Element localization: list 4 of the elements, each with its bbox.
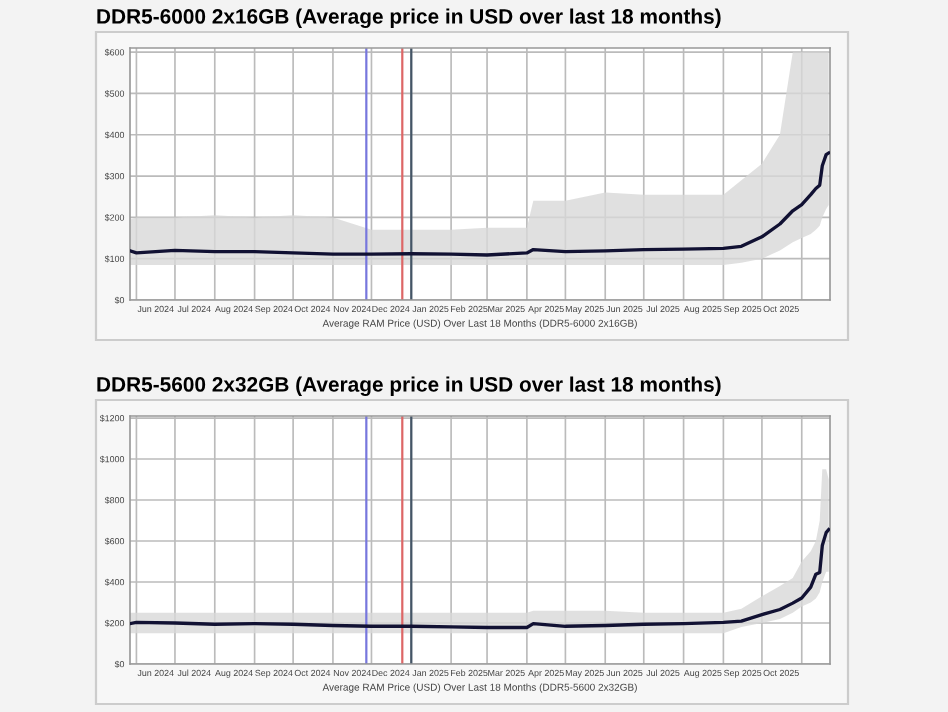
line-series [130,151,830,257]
chart-title: DDR5-5600 2x32GB (Average price in USD over last 18 months) [97,376,721,396]
chart-title: DDR5-6000 2x16GB (Average price in USD over last 18 months) [97,8,721,28]
line-series [130,527,830,630]
